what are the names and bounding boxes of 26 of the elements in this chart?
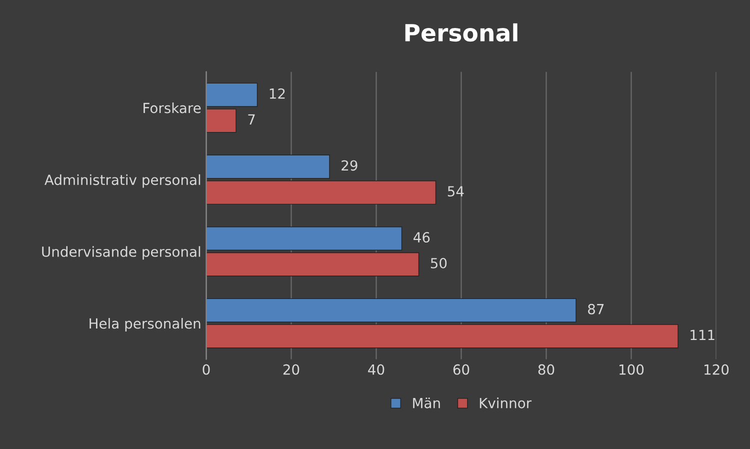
data-label: 54 [448,186,464,197]
y-tick-label: Administrativ personal [44,174,200,188]
data-label: 46 [414,232,430,243]
x-tick-label: 120 [704,364,729,375]
bar [206,252,420,276]
x-tick-label: 100 [620,364,644,375]
y-tick-label: Forskare [144,102,201,114]
y-tick-label: Hela personalen [90,318,200,332]
x-tick-label: 60 [453,364,470,375]
data-label: 111 [690,330,714,340]
x-tick-label: 80 [538,364,554,375]
bar [206,226,402,250]
data-label: 29 [342,160,358,171]
legend-label: Män [413,398,440,408]
chart-title: Personal [405,23,518,42]
bar [206,180,436,205]
legend-label: Kvinnor [480,398,532,408]
data-label: 87 [588,304,604,314]
x-tick-label: 0 [202,364,210,375]
y-tick-label: Undervisande personal [42,246,200,260]
x-tick-label: 20 [283,364,300,375]
data-label: 7 [248,114,255,125]
bar [206,154,330,179]
data-label: 12 [270,88,285,99]
x-tick-label: 40 [368,364,384,375]
data-label: 50 [430,258,447,268]
